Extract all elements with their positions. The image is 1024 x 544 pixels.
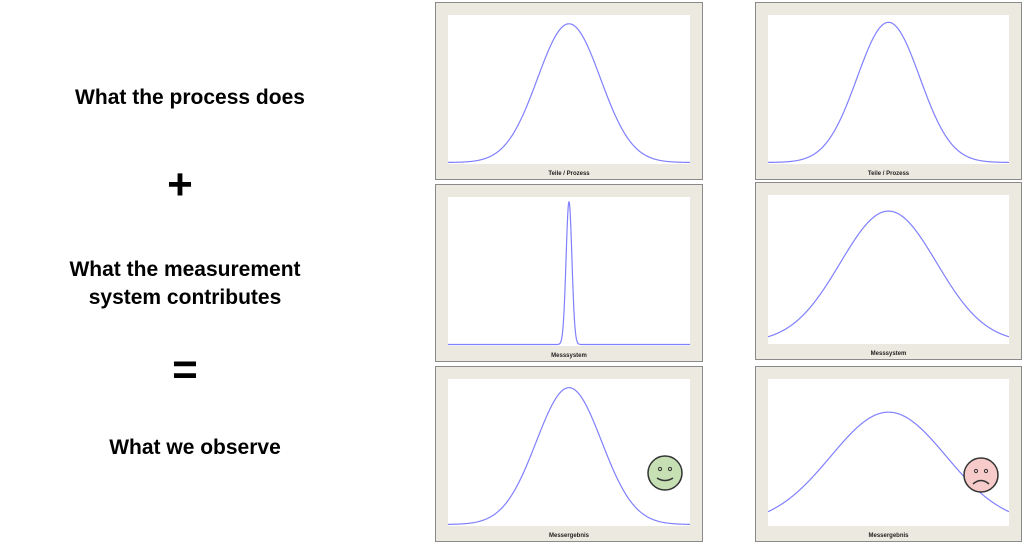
plus-sign: + (167, 160, 193, 209)
curve (768, 379, 1009, 526)
equals-sign: = (172, 345, 198, 394)
distribution-curve (448, 24, 690, 163)
panel-caption: Teile / Prozess (548, 171, 590, 177)
label-measurement-2: system contributes (88, 286, 282, 309)
panel-caption: Messsystem (870, 351, 907, 357)
happy-face-icon (647, 455, 683, 491)
distribution-curve (768, 22, 1009, 162)
curve (448, 379, 690, 526)
curve (768, 15, 1009, 164)
label-measurement-1: What the measurement (69, 258, 301, 281)
panel-right-process: Teile / Prozess (755, 2, 1022, 180)
panel-left-result: Messergebnis (435, 366, 703, 542)
panel-right-result: Messergebnis (755, 366, 1022, 542)
curve (448, 15, 690, 164)
curve (768, 195, 1009, 344)
distribution-curve (448, 388, 690, 525)
sad-face-icon (963, 457, 999, 493)
distribution-curve (768, 211, 1009, 337)
panel-right-measurement: Messsystem (755, 182, 1022, 360)
panel-caption: Messsystem (551, 353, 587, 359)
label-observe: What we observe (109, 436, 281, 459)
panel-caption: Messergebnis (868, 533, 909, 539)
panel-left-measurement: Messsystem (435, 184, 703, 362)
distribution-curve (448, 201, 690, 344)
panel-caption: Teile / Prozess (867, 171, 910, 177)
panel-caption: Messergebnis (548, 533, 590, 539)
panel-left-process: Teile / Prozess (435, 2, 703, 180)
label-process: What the process does (75, 86, 305, 109)
curve (448, 197, 690, 346)
